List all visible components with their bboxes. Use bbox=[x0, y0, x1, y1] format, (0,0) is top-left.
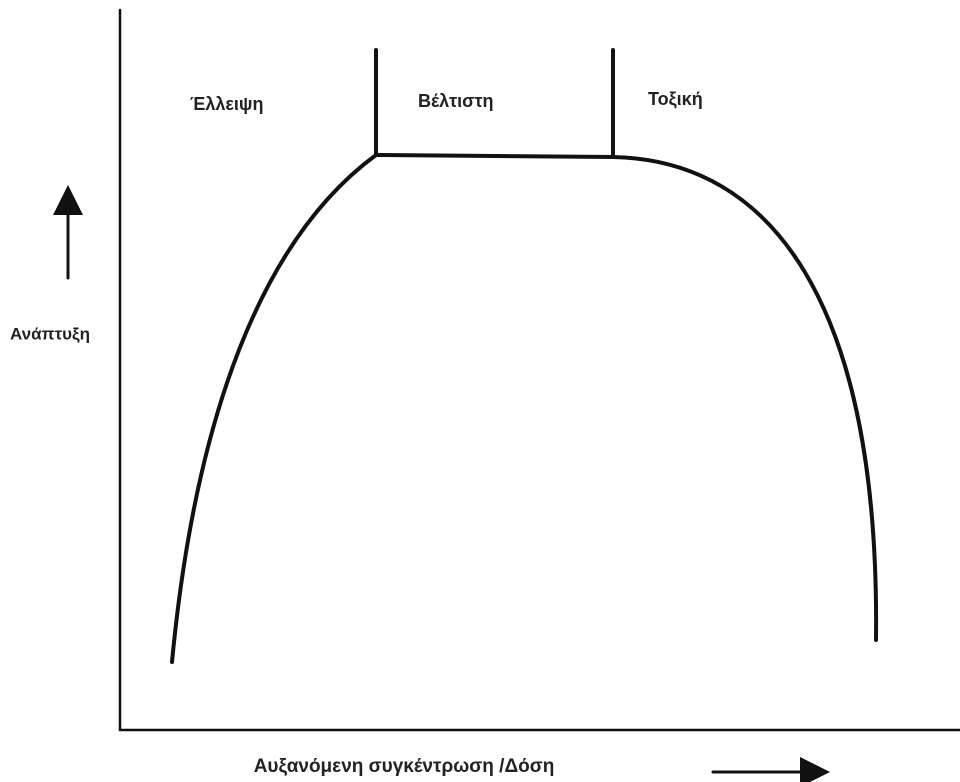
response-curve bbox=[170, 152, 879, 664]
y-axis-label: Ανάπτυξη bbox=[10, 324, 90, 343]
region-label: Τοξική bbox=[648, 89, 703, 110]
region-label: Βέλτιστη bbox=[418, 91, 494, 111]
x-axis-label: Αυξανόμενη συγκέντρωση /Δόση bbox=[254, 756, 555, 777]
region-label: Έλλειψη bbox=[190, 94, 263, 114]
